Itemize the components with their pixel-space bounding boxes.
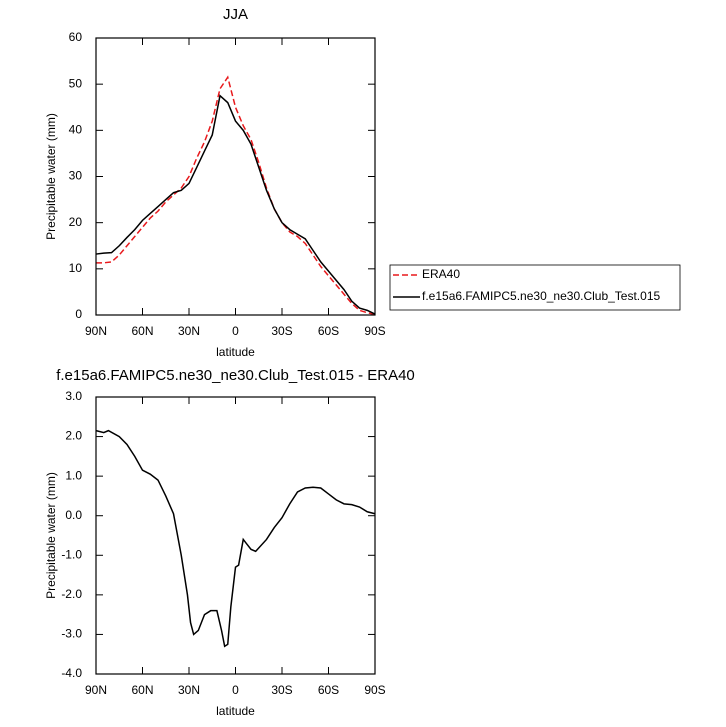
y-tick-label: -1.0 xyxy=(61,547,82,561)
x-tick-label: 0 xyxy=(232,683,239,697)
x-tick-label: 60S xyxy=(318,324,339,338)
series-line xyxy=(95,429,376,648)
x-tick-label: 90S xyxy=(364,324,385,338)
x-tick-label: 60N xyxy=(131,683,153,697)
y-tick-label: 50 xyxy=(69,76,83,90)
y-tick-label: 40 xyxy=(69,123,83,137)
y-axis-label: Precipitable water (mm) xyxy=(44,472,58,599)
x-tick-label: 30S xyxy=(271,683,292,697)
y-tick-label: -4.0 xyxy=(61,666,82,680)
y-axis-label: Precipitable water (mm) xyxy=(44,113,58,240)
y-tick-label: 30 xyxy=(69,169,83,183)
y-tick-label: 0.0 xyxy=(65,508,82,522)
y-tick-label: 0 xyxy=(75,307,82,321)
legend-box xyxy=(389,264,681,311)
y-tick-label: -3.0 xyxy=(61,627,82,641)
legend-label: f.e15a6.FAMIPC5.ne30_ne30.Club_Test.015 xyxy=(422,289,660,303)
x-tick-label: 90N xyxy=(85,324,107,338)
x-tick-label: 30N xyxy=(178,683,200,697)
x-tick-label: 0 xyxy=(232,324,239,338)
chart-title: f.e15a6.FAMIPC5.ne30_ne30.Club_Test.015 … xyxy=(56,367,415,384)
x-axis-label: latitude xyxy=(216,345,255,359)
x-tick-label: 90N xyxy=(85,683,107,697)
y-tick-label: 1.0 xyxy=(65,468,82,482)
x-tick-label: 60N xyxy=(131,324,153,338)
plot-frame xyxy=(95,37,376,316)
y-tick-label: 10 xyxy=(69,261,83,275)
y-tick-label: 3.0 xyxy=(65,389,82,403)
y-tick-label: 60 xyxy=(69,30,83,44)
x-tick-label: 90S xyxy=(364,683,385,697)
y-tick-label: 2.0 xyxy=(65,429,82,443)
series-line xyxy=(96,75,376,316)
x-tick-label: 60S xyxy=(318,683,339,697)
y-tick-label: -2.0 xyxy=(61,587,82,601)
series-line xyxy=(95,94,376,315)
chart-title: JJA xyxy=(223,6,248,23)
x-axis-label: latitude xyxy=(216,704,255,718)
legend-label: ERA40 xyxy=(422,267,460,281)
x-tick-label: 30N xyxy=(178,324,200,338)
plot-frame xyxy=(95,396,376,675)
y-tick-label: 20 xyxy=(69,215,83,229)
x-tick-label: 30S xyxy=(271,324,292,338)
